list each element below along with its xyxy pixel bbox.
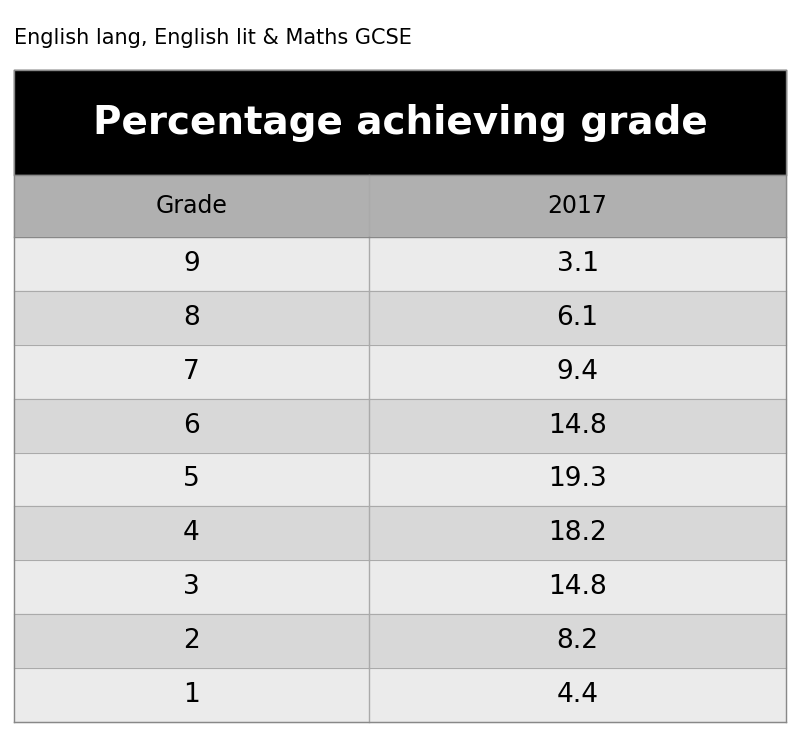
Text: 14.8: 14.8 <box>548 575 607 600</box>
Bar <box>14 452 369 507</box>
Bar <box>369 507 786 561</box>
Text: 3.1: 3.1 <box>557 251 598 277</box>
Bar <box>369 614 786 668</box>
Text: 14.8: 14.8 <box>548 412 607 439</box>
Bar <box>369 345 786 398</box>
Text: 2: 2 <box>183 628 200 654</box>
Bar <box>369 561 786 614</box>
Bar <box>14 614 369 668</box>
Text: 5: 5 <box>183 466 200 493</box>
Text: 4.4: 4.4 <box>557 682 598 708</box>
Bar <box>14 70 786 175</box>
Text: 6.1: 6.1 <box>557 305 598 331</box>
Bar <box>14 398 369 452</box>
Bar <box>369 668 786 722</box>
Bar <box>14 175 786 237</box>
Bar <box>14 237 369 291</box>
Text: 9: 9 <box>183 251 200 277</box>
Bar <box>14 291 369 345</box>
Text: 9.4: 9.4 <box>557 359 598 385</box>
Bar <box>369 452 786 507</box>
Text: 8.2: 8.2 <box>557 628 598 654</box>
Bar <box>14 507 369 561</box>
Bar <box>369 237 786 291</box>
Text: 6: 6 <box>183 412 200 439</box>
Bar <box>369 291 786 345</box>
Bar <box>14 668 369 722</box>
Bar <box>14 561 369 614</box>
Text: 3: 3 <box>183 575 200 600</box>
Text: 18.2: 18.2 <box>548 520 607 546</box>
Text: 4: 4 <box>183 520 200 546</box>
Text: English lang, English lit & Maths GCSE: English lang, English lit & Maths GCSE <box>14 28 412 48</box>
Text: 7: 7 <box>183 359 200 385</box>
Text: 8: 8 <box>183 305 200 331</box>
Text: 1: 1 <box>183 682 200 708</box>
Text: Grade: Grade <box>156 194 227 218</box>
Bar <box>14 345 369 398</box>
Text: 19.3: 19.3 <box>548 466 607 493</box>
Text: Percentage achieving grade: Percentage achieving grade <box>93 104 707 142</box>
Bar <box>369 398 786 452</box>
Text: 2017: 2017 <box>548 194 607 218</box>
